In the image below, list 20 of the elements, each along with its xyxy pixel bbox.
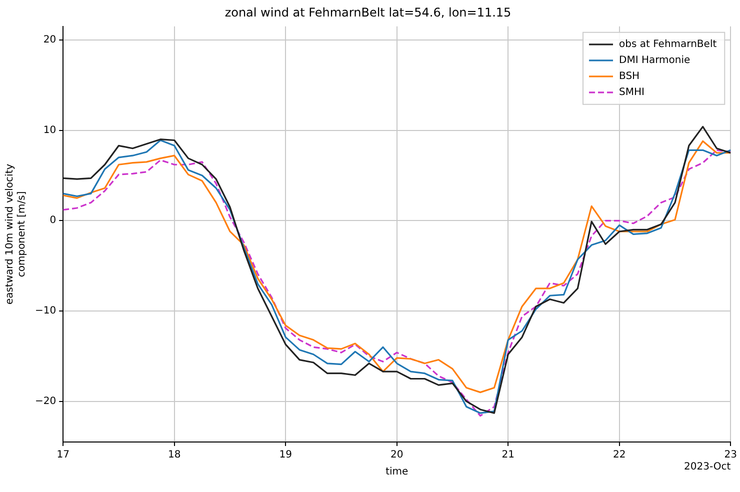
text: 2023-Oct bbox=[684, 462, 731, 473]
legend-label: SMHI bbox=[619, 86, 644, 98]
x-tick-label: 19 bbox=[279, 450, 292, 461]
legend-label: BSH bbox=[619, 70, 640, 82]
y-tick-label: 10 bbox=[43, 124, 56, 136]
x-tick-label: 17 bbox=[56, 450, 70, 461]
y-tick-label: −10 bbox=[34, 306, 56, 317]
legend-label: obs at FehmarnBelt bbox=[619, 38, 717, 50]
x-tick-label: 18 bbox=[168, 450, 181, 461]
legend-label: DMI Harmonie bbox=[619, 54, 690, 66]
x-tick-label: 20 bbox=[390, 450, 404, 461]
y-axis-title: eastward 10m wind velocity component [m/s] bbox=[4, 164, 28, 305]
y-tick-label: −20 bbox=[34, 396, 56, 407]
x-tick-label: 22 bbox=[613, 450, 626, 461]
y-tick-label: 0 bbox=[50, 215, 56, 226]
x-tick-label: 21 bbox=[502, 450, 514, 461]
x-axis-title: time bbox=[386, 466, 408, 478]
y-tick-label: 20 bbox=[43, 34, 56, 46]
x-tick-label: 23 bbox=[724, 450, 738, 461]
chart-title: zonal wind at FehmarnBelt lat=54.6, lon=11.15 bbox=[224, 5, 512, 20]
